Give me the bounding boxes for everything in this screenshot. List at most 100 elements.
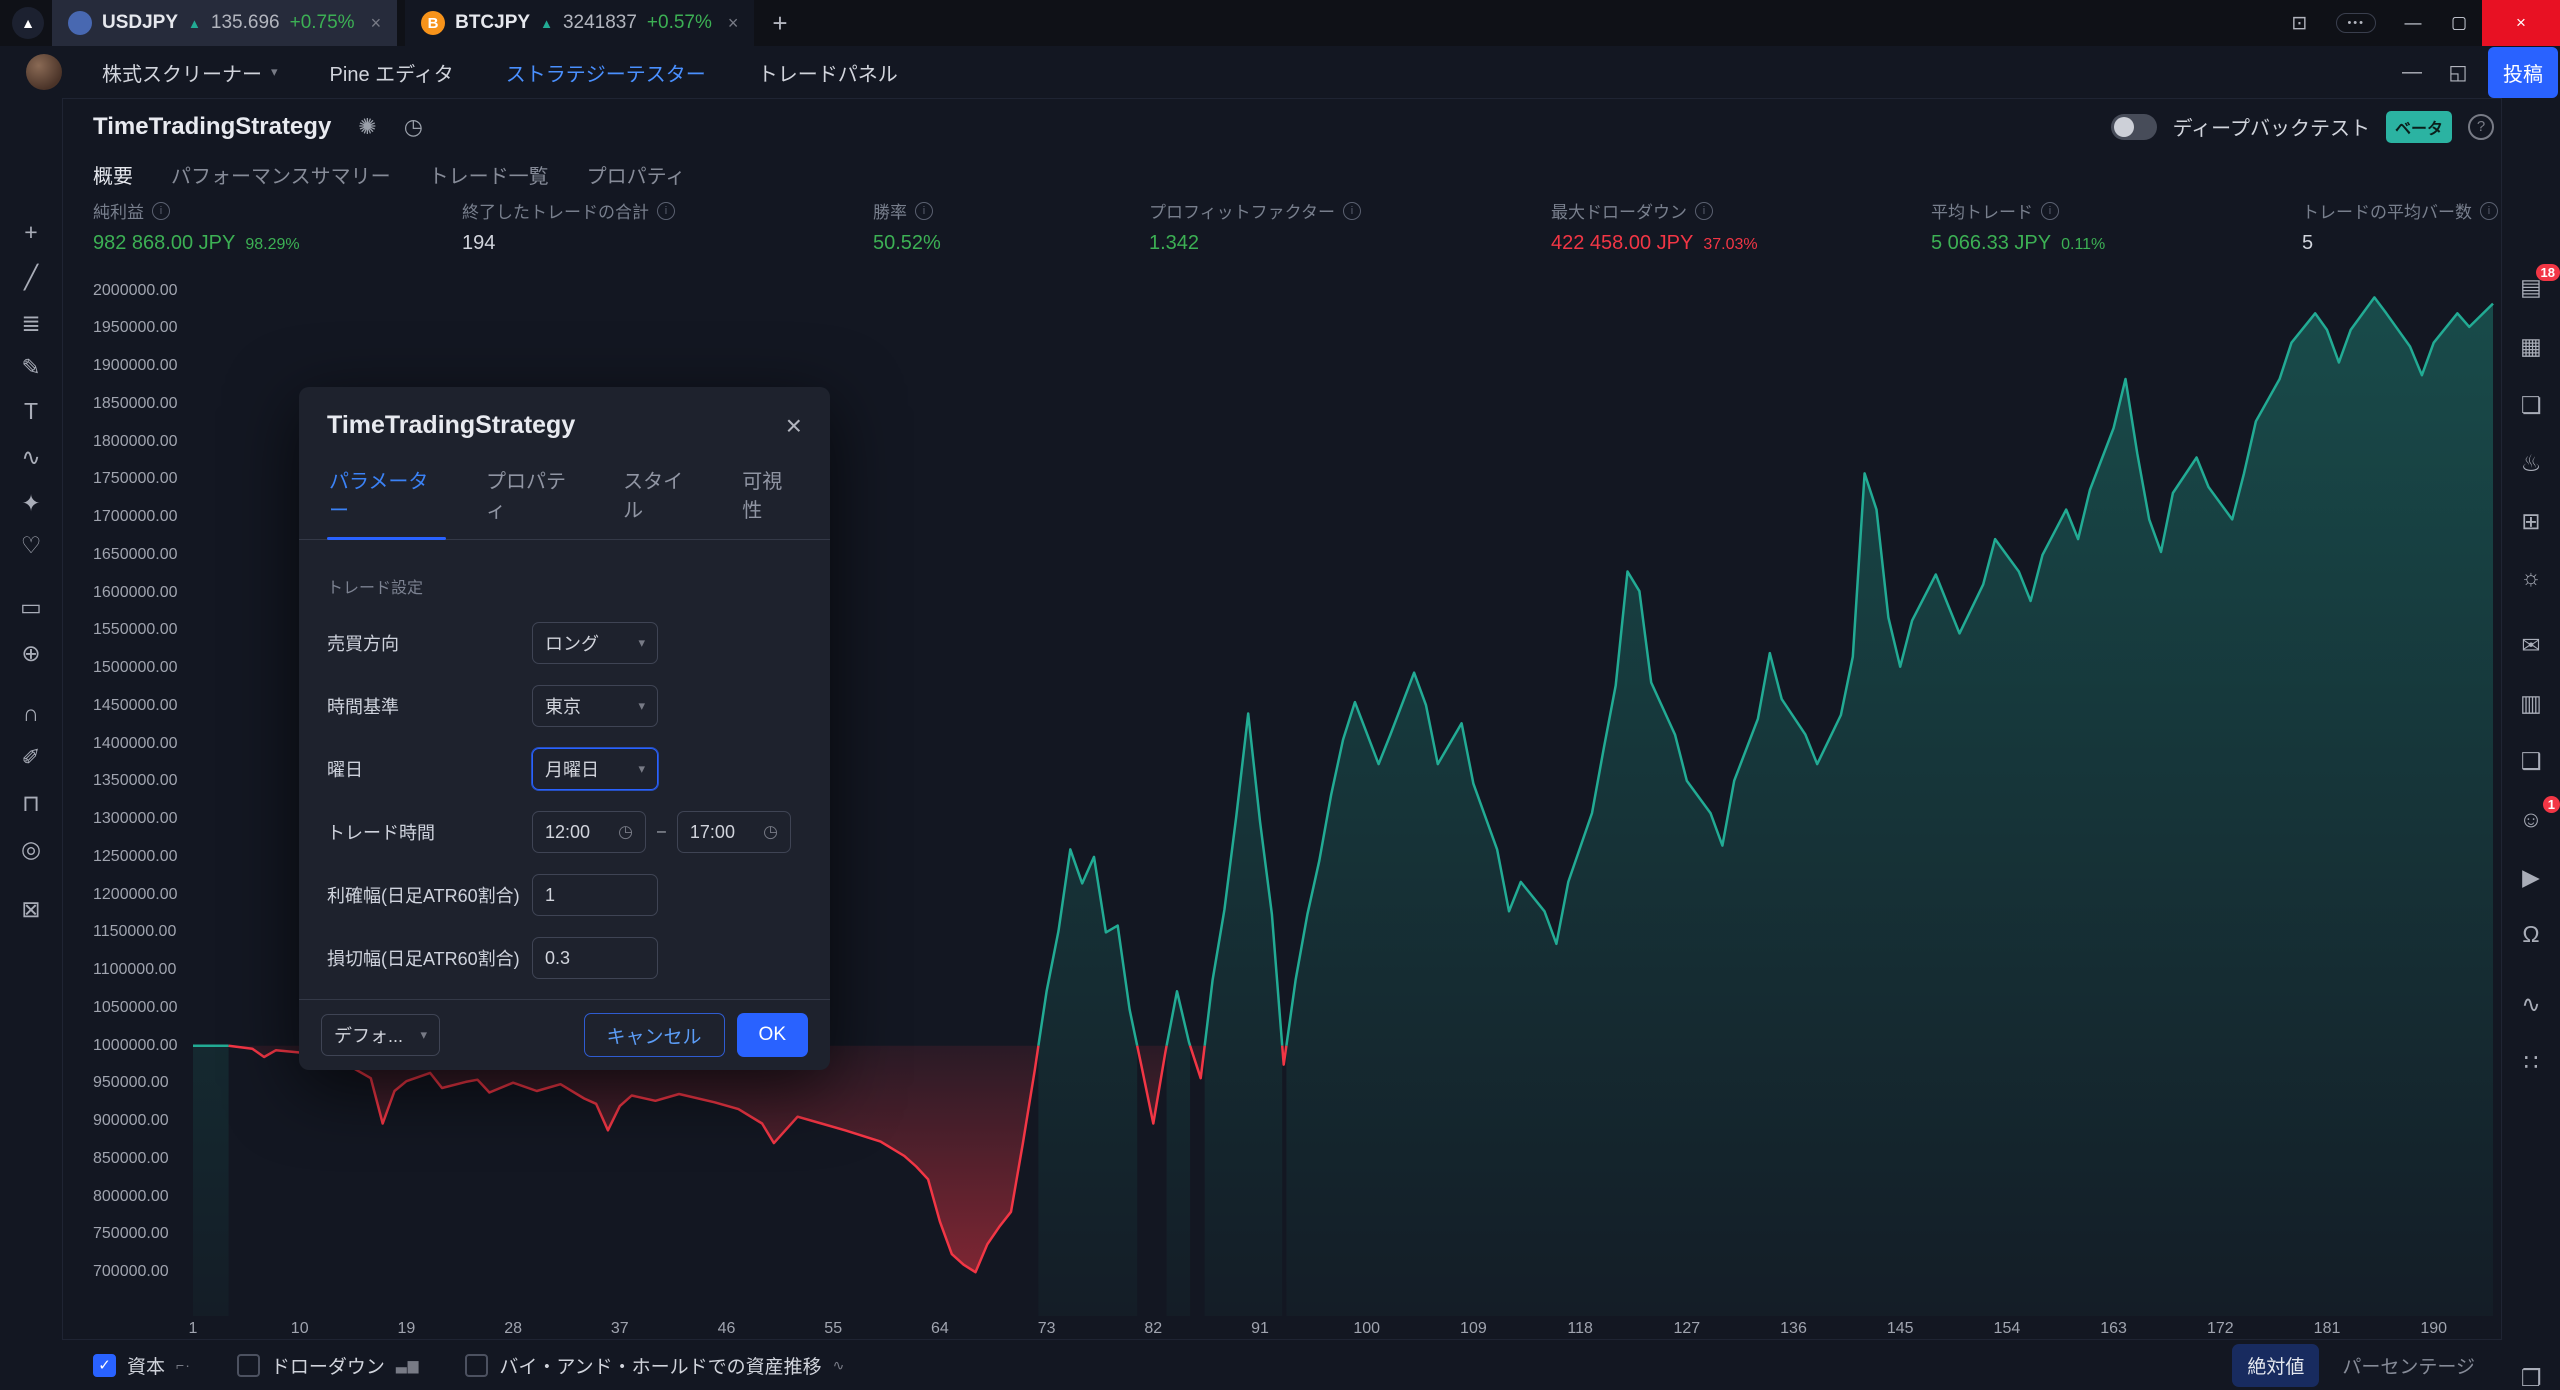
help-icon[interactable]: ? [2468,113,2494,140]
info-icon[interactable]: i [152,201,170,220]
apps-grid-icon[interactable]: ∷ [2523,1048,2539,1075]
info-icon[interactable]: i [657,201,675,220]
watchlist-icon[interactable]: ▤ 18 [2511,264,2560,304]
series-toggle-2[interactable]: ドローダウン ▃▆ [236,1352,420,1379]
stat-6: 平均トレード i 5 066.33 JPY 0.11% [1931,198,2105,255]
panel-fullscreen-icon[interactable]: ◱ [2448,61,2468,84]
panel-minimize-icon[interactable]: — [2402,60,2422,83]
info-icon[interactable]: i [2041,201,2059,220]
chat-icon[interactable]: ❑ [2520,747,2542,774]
trend-up-icon: ▲ [540,15,553,31]
symbol-tab-btcjpy[interactable]: B BTCJPY ▲ 3241837 +0.57% × [405,0,755,46]
series-toggle-3[interactable]: バイ・アンド・ホールドでの資産推移 ∿ [465,1352,845,1379]
tab-symbol: BTCJPY [455,12,531,33]
field-label: トレード時間 [327,823,435,843]
publish-button[interactable]: 投稿 [2488,46,2558,98]
strategy-history-icon[interactable]: ◷ [403,113,423,139]
dialog-tab-4[interactable]: 可視性 [742,471,783,522]
brush-tool-icon[interactable]: ✎ [21,353,41,380]
hotlists-icon[interactable]: ♨ [2520,449,2542,476]
tab-price: 3241837 [562,12,637,33]
field-input-5[interactable] [532,874,658,916]
streams-icon[interactable]: ▶ [2522,863,2540,890]
lock-tool-icon[interactable]: ⊓ [22,789,40,816]
hide-drawings-tool-icon[interactable]: ◎ [20,835,42,862]
checkbox[interactable]: ✓ [93,1353,116,1377]
strategy-settings-gear-icon[interactable]: ✺ [358,113,377,139]
window-maximize-button[interactable]: ▢ [2450,13,2468,32]
ideas-icon[interactable]: ☼ [2520,563,2542,590]
nav-item-1[interactable]: 株式スクリーナー ▾ [102,58,278,87]
tester-tab-2[interactable]: パフォーマンスサマリー [171,165,391,188]
data-window-icon[interactable]: ▦ [2520,332,2542,359]
screen-share-icon[interactable]: ⊡ [2291,12,2308,34]
scale-mode-2[interactable]: パーセンテージ [2342,1356,2475,1378]
tester-header: TimeTradingStrategy ✺ ◷ ディープバックテスト ベータ ? [62,98,2502,155]
nav-item-2[interactable]: Pine エディタ [330,58,454,87]
window-close-button[interactable]: × [2482,0,2560,46]
tab-close-icon[interactable]: × [727,12,739,33]
notifications-bell-icon[interactable]: Ω [2522,920,2540,947]
delete-tool-icon[interactable]: ⊠ [21,895,41,922]
magnet-tool-icon[interactable]: ∩ [22,699,40,726]
tab-close-icon[interactable]: × [370,12,382,33]
nav-item-4[interactable]: トレードパネル [758,58,898,87]
info-icon[interactable]: i [915,201,933,220]
info-icon[interactable]: i [1342,201,1361,220]
preset-select[interactable]: デフォ... ▾ [321,1014,440,1056]
symbol-tab-usdjpy[interactable]: USDJPY ▲ 135.696 +0.75% × [52,0,398,46]
equity-chart-pane[interactable]: 2000000.00 1950000.00 1900000.00 1850000.00… [62,268,2502,1339]
layers-icon[interactable]: ❐ [2520,1364,2542,1390]
tab-price: 135.696 [210,12,280,33]
draw-mode-tool-icon[interactable]: ✐ [21,743,41,770]
dialog-close-icon[interactable]: × [785,409,802,441]
new-tab-button[interactable]: + [766,7,793,40]
time-to-input[interactable]: 17:00 ◷ [676,811,791,853]
dialog-tab-3[interactable]: スタイル [623,471,684,522]
field-select-3[interactable]: 月曜日 ▾ [532,748,658,790]
fib-retracement-tool-icon[interactable]: ≣ [21,309,41,336]
window-minimize-button[interactable]: — [2404,13,2422,32]
nav-item-3[interactable]: ストラテジーテスター [506,58,706,87]
more-menu-icon[interactable]: ••• [2336,13,2376,33]
ok-button[interactable]: OK [736,1013,808,1057]
titlebar: ▲ USDJPY ▲ 135.696 +0.75% × B BTCJPY ▲ 3241837 +0… [0,0,2560,46]
pattern-tool-icon[interactable]: ∿ [21,443,41,470]
tab-change: +0.57% [646,12,712,33]
series-toggle-1[interactable]: ✓ 資本 ⌐· [93,1352,191,1379]
deep-backtest-toggle[interactable] [2110,113,2157,140]
info-icon[interactable]: i [2480,201,2498,220]
y-axis-label: 1200000.00 [93,885,178,903]
cancel-button[interactable]: キャンセル [583,1013,725,1057]
app-logo-icon[interactable]: ▲ [12,7,44,39]
field-select-2[interactable]: 東京 ▾ [532,685,658,727]
field-select-1[interactable]: ロング ▾ [532,622,658,664]
chevron-down-icon: ▾ [638,698,645,713]
text-tool-icon[interactable]: T [23,397,39,424]
crosshair-tool-icon[interactable]: + [24,218,38,245]
zoom-tool-icon[interactable]: ⊕ [21,639,41,666]
emoji-tool-icon[interactable]: ♡ [20,531,42,558]
news-icon[interactable]: ▥ [2520,689,2542,716]
checkbox[interactable] [465,1353,489,1377]
minds-icon[interactable]: ✉ [2521,631,2541,658]
time-from-input[interactable]: 12:00 ◷ [532,811,646,853]
field-input-6[interactable] [532,937,658,979]
scale-mode-1[interactable]: 絶対値 [2232,1343,2320,1387]
forecast-tool-icon[interactable]: ✦ [21,489,41,516]
trend-line-tool-icon[interactable]: ╱ [24,263,38,290]
performance-icon[interactable]: ∿ [2521,990,2541,1017]
object-tree-icon[interactable]: ❏ [2520,391,2542,418]
dialog-tab-1[interactable]: パラメーター [327,452,446,540]
info-icon[interactable]: i [1695,201,1713,220]
measure-tool-icon[interactable]: ▭ [20,593,42,620]
dialog-tab-2[interactable]: プロパティ [486,471,566,522]
checkbox[interactable] [236,1353,260,1377]
tester-tab-3[interactable]: トレード一覧 [428,165,549,188]
tester-tab-1[interactable]: 概要 [93,165,133,188]
equity-curve[interactable] [62,268,2498,1316]
avatar[interactable] [26,54,62,90]
tester-tab-4[interactable]: プロパティ [586,165,686,188]
calendar-icon[interactable]: ⊞ [2521,507,2541,534]
people-icon[interactable]: ☺ 1 [2511,796,2560,836]
